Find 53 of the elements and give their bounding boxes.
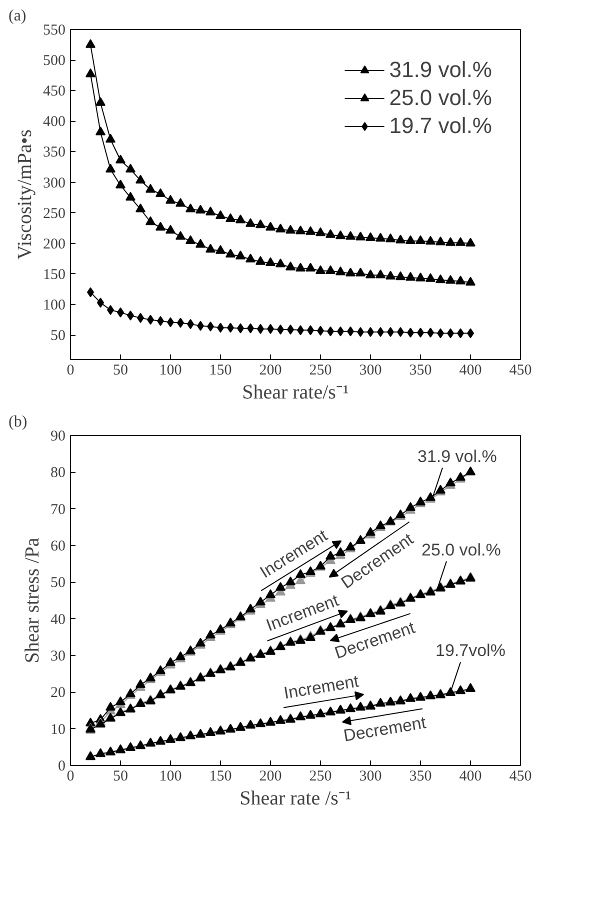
x-axis-title: Shear rate/s⁻¹	[242, 382, 349, 404]
y-tick-label: 500	[43, 53, 66, 70]
legend-label: 19.7 vol.%	[389, 113, 492, 139]
x-tick-label: 450	[509, 362, 532, 378]
annotation: 25.0 vol.%	[422, 540, 501, 560]
x-tick-label: 150	[209, 768, 232, 784]
x-tick-label: 150	[209, 362, 232, 378]
y-tick-label: 100	[43, 298, 66, 314]
chart-title: (b)	[8, 414, 28, 430]
chart-title: (a)	[8, 8, 26, 24]
x-tick-label: 450	[509, 768, 532, 784]
y-tick-label: 300	[43, 175, 66, 192]
y-tick-label: 450	[43, 84, 66, 100]
x-tick-label: 100	[159, 768, 182, 784]
y-tick-label: 200	[43, 236, 66, 252]
x-tick-label: 400	[459, 768, 482, 784]
y-tick-label: 30	[50, 648, 66, 664]
y-tick-label: 70	[50, 502, 66, 518]
y-tick-label: 550	[43, 22, 66, 38]
x-tick-label: 50	[113, 362, 128, 378]
x-tick-label: 50	[113, 768, 128, 784]
x-tick-label: 200	[259, 768, 282, 784]
x-tick-label: 400	[459, 362, 482, 378]
legend-label: 31.9 vol.%	[389, 57, 492, 83]
x-tick-label: 350	[409, 362, 432, 378]
annotation: 19.7vol%	[436, 641, 506, 660]
x-tick-label: 250	[309, 768, 332, 784]
x-tick-label: 250	[309, 362, 332, 378]
x-tick-label: 300	[359, 768, 382, 784]
y-tick-label: 60	[50, 538, 66, 554]
y-tick-label: 150	[43, 266, 66, 283]
annotation: Decrement	[342, 713, 428, 746]
y-tick-label: 20	[50, 685, 66, 702]
y-tick-label: 50	[50, 328, 66, 344]
y-tick-label: 0	[58, 758, 66, 774]
x-tick-label: 200	[259, 362, 282, 378]
y-tick-label: 80	[50, 465, 66, 482]
y-tick-label: 10	[50, 722, 66, 738]
y-tick-label: 350	[43, 144, 66, 161]
legend-label: 25.0 vol.%	[389, 85, 492, 111]
annotation: 31.9 vol.%	[418, 446, 497, 466]
y-tick-label: 400	[43, 114, 66, 130]
y-tick-label: 90	[50, 428, 66, 444]
y-tick-label: 40	[50, 612, 66, 628]
y-tick-label: 250	[43, 206, 66, 222]
x-tick-label: 300	[359, 362, 382, 378]
annotation: Increment	[282, 672, 360, 703]
x-tick-label: 350	[409, 768, 432, 784]
x-tick-label: 100	[159, 362, 182, 378]
y-axis-title: Shear stress /Pa	[22, 538, 44, 664]
x-axis-title: Shear rate /s⁻¹	[240, 788, 352, 810]
y-axis-title: Viscosity/mPa•s	[14, 129, 36, 260]
y-tick-label: 50	[50, 575, 66, 592]
